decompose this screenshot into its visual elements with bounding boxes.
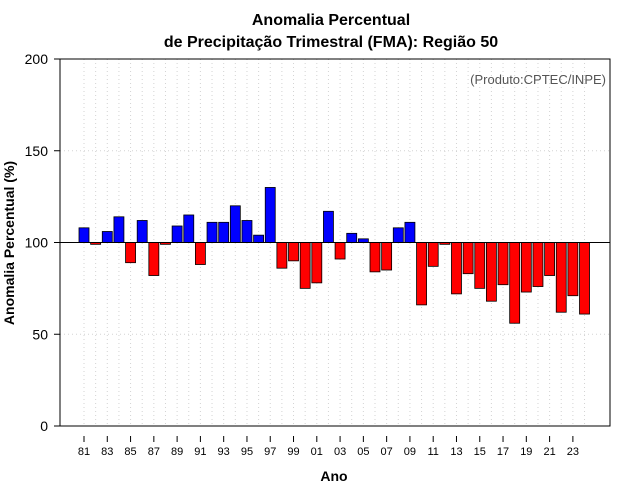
ytick-label-150: 150 (25, 143, 49, 159)
bar-23 (567, 242, 579, 297)
bar-01 (311, 242, 323, 284)
bar-08 (392, 227, 404, 243)
bar-21 (544, 242, 555, 276)
bar-93 (218, 221, 230, 243)
xtick-label-99: 99 (287, 446, 299, 458)
xtick-label-05: 05 (357, 446, 369, 458)
bar-09 (404, 221, 416, 243)
bar-04 (346, 232, 358, 243)
xtick-label-19: 19 (520, 446, 532, 458)
bar-84 (113, 216, 125, 243)
xtick-label-95: 95 (241, 446, 253, 458)
y-axis: 0 50 100 150 200 (25, 51, 60, 434)
x-axis-label: Ano (320, 468, 347, 484)
bar-18 (509, 242, 521, 324)
xtick-label-13: 13 (450, 446, 462, 458)
xtick-label-93: 93 (218, 446, 230, 458)
x-axis: 81 83 85 87 89 91 93 95 97 99 01 03 05 07 09 11 13 15 17 19… (78, 436, 579, 458)
bar-16 (485, 242, 497, 302)
xtick-label-01: 01 (311, 446, 323, 458)
bar-89 (171, 225, 183, 243)
xtick-label-23: 23 (567, 446, 579, 458)
bar-15 (474, 242, 486, 289)
bar-11 (427, 242, 439, 267)
bar-19 (520, 242, 532, 293)
bar-17 (497, 242, 509, 286)
bar-22 (555, 242, 567, 313)
chart-title-line-2: de Precipitação Trimestral (FMA): Região… (164, 34, 498, 51)
xtick-label-07: 07 (381, 446, 393, 458)
bar-94 (229, 205, 241, 243)
bar-14 (462, 242, 474, 275)
xtick-label-81: 81 (78, 446, 90, 458)
bar-83 (101, 231, 113, 243)
xtick-label-21: 21 (543, 446, 555, 458)
xtick-label-91: 91 (194, 446, 206, 458)
bar-13 (451, 242, 462, 295)
bar-06 (369, 242, 381, 273)
bar-97 (264, 187, 276, 243)
bar-10 (416, 242, 427, 306)
bar-98 (276, 242, 288, 269)
bar-07 (381, 242, 393, 271)
bar-00 (299, 242, 311, 289)
credit-text: (Produto:CPTEC/INPE) (470, 72, 606, 87)
bars-group (78, 187, 590, 324)
xtick-label-85: 85 (124, 446, 136, 458)
y-axis-label: Anomalia Percentual (%) (1, 161, 17, 325)
xtick-label-97: 97 (264, 446, 276, 458)
bar-96 (253, 234, 265, 243)
xtick-label-15: 15 (474, 446, 486, 458)
bar-92 (206, 221, 218, 243)
ytick-label-100: 100 (25, 235, 49, 251)
ytick-label-200: 200 (25, 51, 49, 67)
ytick-label-50: 50 (32, 326, 48, 342)
bar-24 (579, 242, 590, 315)
bar-91 (194, 242, 206, 265)
xtick-label-87: 87 (148, 446, 160, 458)
bar-81 (78, 227, 90, 243)
ytick-label-0: 0 (40, 418, 48, 434)
xtick-label-17: 17 (497, 446, 509, 458)
xtick-label-89: 89 (171, 446, 183, 458)
bar-99 (288, 242, 299, 262)
xtick-label-83: 83 (101, 446, 113, 458)
bar-02 (323, 210, 334, 243)
bar-03 (334, 242, 346, 260)
bar-05 (357, 238, 369, 243)
bar-86 (136, 220, 148, 243)
bar-90 (183, 214, 195, 243)
bar-20 (532, 242, 544, 287)
bar-87 (148, 242, 160, 276)
bar-95 (241, 220, 253, 243)
xtick-label-03: 03 (334, 446, 346, 458)
xtick-label-11: 11 (427, 446, 438, 458)
xtick-label-09: 09 (404, 446, 416, 458)
bar-85 (125, 242, 136, 264)
chart-title-line-1: Anomalia Percentual (252, 12, 410, 29)
